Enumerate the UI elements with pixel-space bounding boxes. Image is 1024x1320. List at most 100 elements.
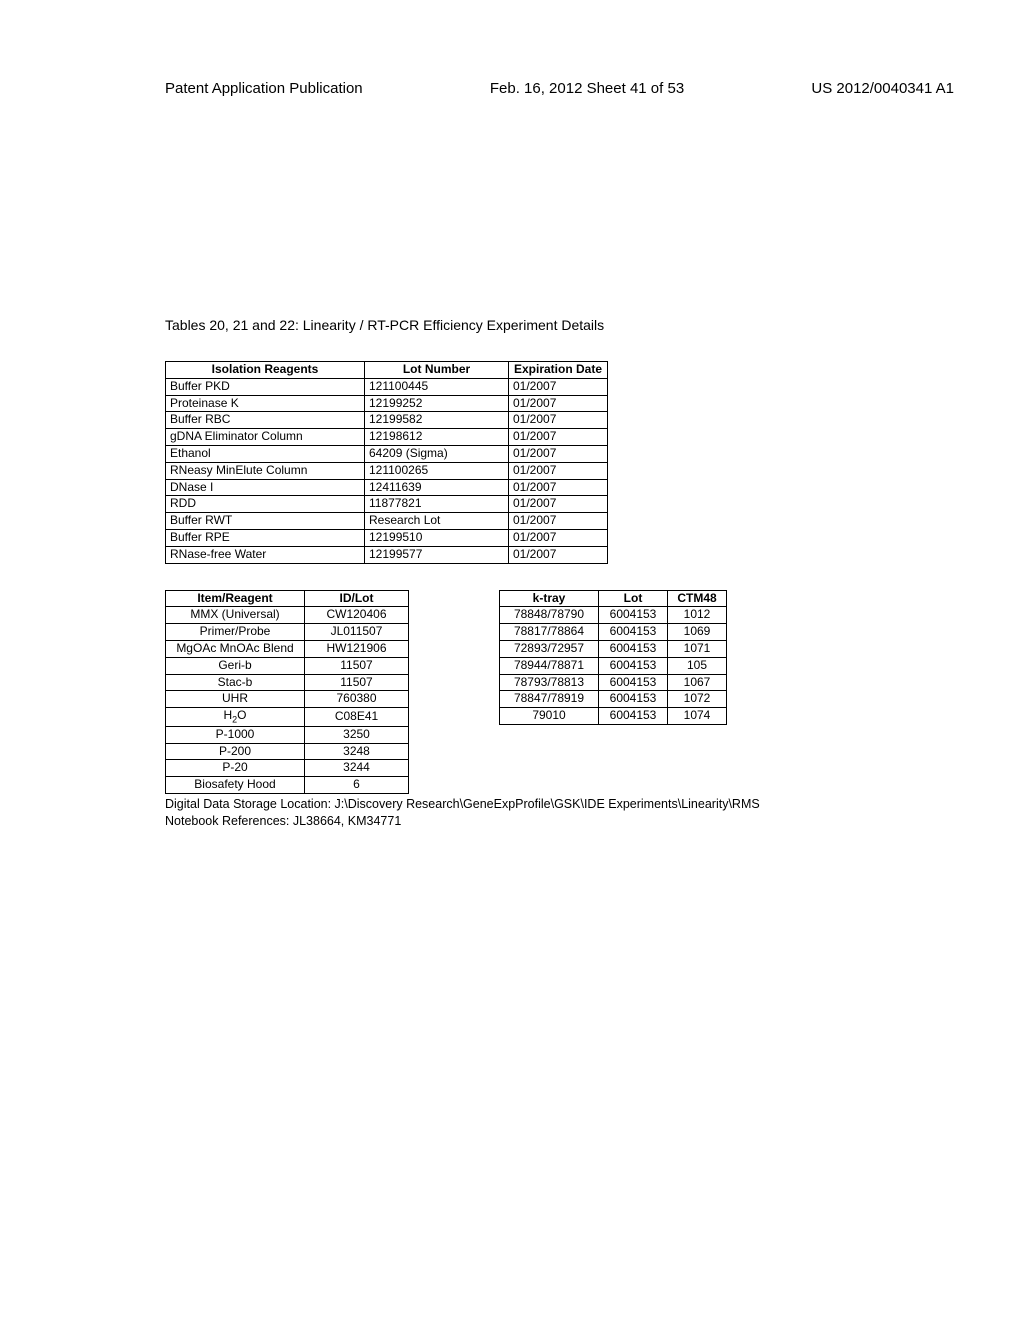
isolation-reagents-table: Isolation ReagentsLot NumberExpiration D…: [165, 361, 608, 564]
column-header: CTM48: [668, 590, 727, 607]
table-cell: 6: [305, 777, 409, 794]
table-row: RNase-free Water1219957701/2007: [166, 546, 608, 563]
table-row: P-10003250: [166, 726, 409, 743]
table-cell: 1012: [668, 607, 727, 624]
table-cell: 01/2007: [509, 546, 608, 563]
table-cell: 01/2007: [509, 496, 608, 513]
table-cell: 11877821: [365, 496, 509, 513]
table-cell: P-200: [166, 743, 305, 760]
table-cell: 12411639: [365, 479, 509, 496]
header-center: Feb. 16, 2012 Sheet 41 of 53: [490, 80, 684, 97]
table-row: 78817/7886460041531069: [500, 624, 727, 641]
table-cell: CW120406: [305, 607, 409, 624]
table-cell: RDD: [166, 496, 365, 513]
table-row: 78847/7891960041531072: [500, 691, 727, 708]
table-cell: 1074: [668, 708, 727, 725]
table-cell: Biosafety Hood: [166, 777, 305, 794]
header-left: Patent Application Publication: [165, 80, 363, 97]
table-cell: 105: [668, 657, 727, 674]
table-cell: RNeasy MinElute Column: [166, 462, 365, 479]
table-cell: Buffer PKD: [166, 378, 365, 395]
table-cell: 72893/72957: [500, 640, 599, 657]
table-cell: DNase I: [166, 479, 365, 496]
table-row: Stac-b11507: [166, 674, 409, 691]
table-row: 7901060041531074: [500, 708, 727, 725]
table-cell: C08E41: [305, 708, 409, 727]
column-header: Item/Reagent: [166, 590, 305, 607]
table-cell: 1072: [668, 691, 727, 708]
footer-storage-location: Digital Data Storage Location: J:\Discov…: [165, 796, 954, 813]
table-row: Buffer RWTResearch Lot01/2007: [166, 513, 608, 530]
table-cell: Ethanol: [166, 445, 365, 462]
item-reagent-table: Item/ReagentID/Lot MMX (Universal)CW1204…: [165, 590, 409, 795]
table-row: gDNA Eliminator Column1219861201/2007: [166, 429, 608, 446]
table-cell: gDNA Eliminator Column: [166, 429, 365, 446]
table-cell: P-1000: [166, 726, 305, 743]
table-row: MgOAc MnOAc BlendHW121906: [166, 640, 409, 657]
table-row: Buffer RPE1219951001/2007: [166, 529, 608, 546]
table-row: RNeasy MinElute Column12110026501/2007: [166, 462, 608, 479]
table-cell: 1067: [668, 674, 727, 691]
table-cell: 11507: [305, 657, 409, 674]
table-cell: 01/2007: [509, 513, 608, 530]
table-cell: 78817/78864: [500, 624, 599, 641]
table-cell: 6004153: [599, 708, 668, 725]
ktray-table: k-trayLotCTM48 78848/7879060041531012788…: [499, 590, 727, 725]
table-cell: 6004153: [599, 691, 668, 708]
table-cell: 01/2007: [509, 395, 608, 412]
table-cell: Geri-b: [166, 657, 305, 674]
table-cell: 121100445: [365, 378, 509, 395]
table-cell: 12198612: [365, 429, 509, 446]
column-header: Lot: [599, 590, 668, 607]
table-cell: 3244: [305, 760, 409, 777]
table-cell: 1069: [668, 624, 727, 641]
table-cell: 78848/78790: [500, 607, 599, 624]
table-cell: 12199582: [365, 412, 509, 429]
table-cell: MMX (Universal): [166, 607, 305, 624]
table-cell: 01/2007: [509, 445, 608, 462]
table-row: P-2003248: [166, 743, 409, 760]
table-cell: 01/2007: [509, 429, 608, 446]
table-cell: Buffer RBC: [166, 412, 365, 429]
table-cell: 6004153: [599, 624, 668, 641]
table-cell: Stac-b: [166, 674, 305, 691]
table-row: Biosafety Hood6: [166, 777, 409, 794]
table-cell: 121100265: [365, 462, 509, 479]
table-cell: 01/2007: [509, 462, 608, 479]
table-row: Geri-b11507: [166, 657, 409, 674]
table-row: Primer/ProbeJL011507: [166, 624, 409, 641]
table-cell: Buffer RWT: [166, 513, 365, 530]
table-row: H2OC08E41: [166, 708, 409, 727]
table-cell: 3248: [305, 743, 409, 760]
table-cell: Buffer RPE: [166, 529, 365, 546]
table-row: MMX (Universal)CW120406: [166, 607, 409, 624]
column-header: Isolation Reagents: [166, 362, 365, 379]
header-right: US 2012/0040341 A1: [811, 80, 954, 97]
table-header-row: Isolation ReagentsLot NumberExpiration D…: [166, 362, 608, 379]
page-header: Patent Application Publication Feb. 16, …: [165, 80, 954, 97]
table-row: 78944/788716004153105: [500, 657, 727, 674]
table-row: Buffer PKD12110044501/2007: [166, 378, 608, 395]
footer-notebook-refs: Notebook References: JL38664, KM34771: [165, 813, 954, 830]
column-header: ID/Lot: [305, 590, 409, 607]
table-cell: P-20: [166, 760, 305, 777]
table-cell: HW121906: [305, 640, 409, 657]
table-row: Ethanol64209 (Sigma)01/2007: [166, 445, 608, 462]
table-cell: 6004153: [599, 607, 668, 624]
table-cell: MgOAc MnOAc Blend: [166, 640, 305, 657]
table-cell: 6004153: [599, 674, 668, 691]
table-cell: 12199510: [365, 529, 509, 546]
table-cell: 79010: [500, 708, 599, 725]
table-cell: 1071: [668, 640, 727, 657]
table-cell: UHR: [166, 691, 305, 708]
footer-notes: Digital Data Storage Location: J:\Discov…: [165, 796, 954, 830]
table-row: 78793/7881360041531067: [500, 674, 727, 691]
table-row: RDD1187782101/2007: [166, 496, 608, 513]
table-cell: 64209 (Sigma): [365, 445, 509, 462]
table-row: 72893/7295760041531071: [500, 640, 727, 657]
table-cell: 12199577: [365, 546, 509, 563]
table-row: DNase I1241163901/2007: [166, 479, 608, 496]
column-header: Lot Number: [365, 362, 509, 379]
table-cell: 01/2007: [509, 378, 608, 395]
table-cell: 6004153: [599, 640, 668, 657]
